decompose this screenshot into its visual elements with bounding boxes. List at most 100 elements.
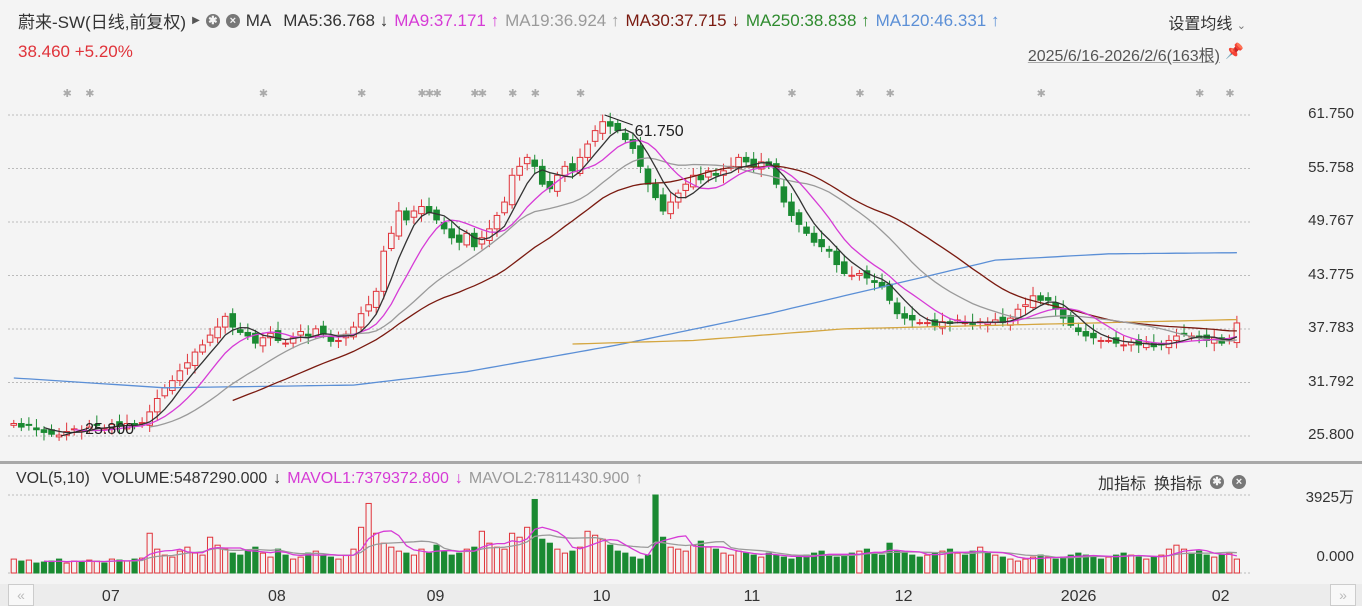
volume-bar: [425, 552, 433, 574]
candle-body: [1022, 304, 1029, 308]
event-marker-icon: ✱: [425, 88, 434, 100]
volume-bar: [71, 560, 78, 574]
volume-bar: [780, 556, 787, 574]
candle-body: [622, 132, 629, 141]
candle-body: [199, 344, 206, 353]
set-ma-button[interactable]: 设置均线 ⌄: [1168, 10, 1246, 34]
volume-bar: [569, 550, 576, 574]
volume-bar: [637, 558, 644, 574]
low-label: 25.800: [85, 421, 134, 438]
volume-bar: [154, 548, 161, 574]
volume-bar: [1203, 554, 1210, 574]
gear-icon[interactable]: ✱: [1210, 475, 1224, 489]
volume-bar: [1067, 554, 1074, 574]
volume-bar: [123, 560, 131, 574]
volume-bar: [108, 558, 116, 574]
ma-values: MA5:36.768 ↓ MA9:37.171 ↑ MA19:36.924 ↑ MA3…: [283, 11, 1003, 31]
candle-body: [146, 411, 153, 426]
volume-arrow: ↓: [273, 470, 282, 487]
mavol1-value: MAVOL1:7379372.800: [287, 470, 449, 487]
volume-bar: [305, 552, 312, 574]
volume-bar: [795, 556, 803, 574]
volume-bar: [1082, 554, 1089, 574]
volume-bar: [1226, 552, 1233, 574]
mavol1-arrow: ↓: [454, 470, 463, 487]
volume-value: VOLUME:5487290.000: [101, 470, 268, 487]
play-triangle-icon[interactable]: ▶: [192, 15, 200, 26]
volume-bar: [116, 559, 123, 574]
volume-bar: [463, 548, 470, 574]
close-icon[interactable]: ×: [1232, 475, 1246, 489]
add-indicator-button[interactable]: 加指标: [1097, 476, 1146, 493]
volume-bar: [267, 556, 274, 574]
time-tick: 09: [426, 588, 445, 605]
event-marker-icon: ✱: [85, 88, 94, 100]
volume-bar: [1211, 556, 1218, 574]
candle-body: [297, 331, 304, 336]
candle-body: [440, 222, 448, 230]
candle-body: [682, 183, 690, 191]
volume-bar: [546, 542, 553, 574]
volume-bar: [652, 494, 659, 574]
candle-body: [350, 326, 357, 338]
high-arrow: [604, 114, 633, 126]
candle-body: [1059, 308, 1067, 319]
candle-body: [516, 165, 523, 176]
candle-body: [327, 336, 335, 342]
volume-bar: [388, 546, 395, 574]
close-icon[interactable]: ×: [225, 13, 240, 28]
candle-body: [206, 334, 214, 343]
volume-bar: [244, 550, 251, 574]
candle-body: [908, 314, 916, 321]
pin-icon[interactable]: 📌: [1225, 43, 1244, 60]
volume-bar: [675, 548, 682, 574]
candle-body: [455, 234, 463, 243]
ma-item: MA250:38.838 ↑: [745, 10, 870, 30]
volume-bar: [441, 550, 448, 574]
volume-bar: [1105, 556, 1112, 574]
volume-bar: [599, 538, 606, 574]
volume-bar: [584, 530, 591, 574]
volume-bar: [1007, 558, 1014, 574]
volume-bar: [516, 536, 523, 574]
candle-body: [523, 156, 531, 165]
event-marker-icon: ✱: [259, 88, 268, 100]
candle-body: [773, 163, 780, 185]
volume-bar: [335, 558, 342, 574]
candle-body: [1097, 339, 1105, 342]
volume-bar: [735, 550, 742, 574]
volume-bar: [93, 560, 100, 574]
volume-bar: [1014, 560, 1022, 574]
candle-body: [493, 214, 501, 230]
volume-bar: [501, 548, 508, 574]
candle-body: [916, 322, 924, 325]
candle-body: [591, 130, 599, 142]
candle-body: [939, 321, 946, 329]
volume-bar: [561, 552, 569, 574]
volume-bar: [788, 558, 795, 574]
gear-icon[interactable]: ✱: [205, 13, 220, 28]
switch-indicator-button[interactable]: 换指标: [1153, 476, 1202, 493]
candle-body: [644, 168, 652, 185]
scroll-right-button[interactable]: »: [1330, 584, 1356, 606]
volume-bar: [1196, 550, 1203, 574]
candle-body: [893, 302, 901, 315]
date-range[interactable]: 2025/6/16-2026/2/6(163根): [1027, 48, 1220, 65]
candle-body: [1082, 331, 1090, 337]
volume-header: VOL(5,10) VOLUME:5487290.000 ↓ MAVOL1:73…: [16, 470, 643, 488]
volume-bar: [86, 559, 93, 574]
volume-bar: [1022, 558, 1029, 574]
volume-bar: [863, 548, 871, 574]
volume-bar: [380, 542, 387, 574]
stock-title[interactable]: 蔚来-SW(日线,前复权): [18, 13, 187, 32]
event-marker-icon: ✱: [433, 88, 442, 100]
volume-bar: [101, 562, 108, 574]
ma-item: MA9:37.171 ↑: [394, 10, 500, 30]
candle-body: [418, 206, 425, 215]
volume-bar: [886, 542, 893, 574]
candle-body: [478, 237, 486, 245]
panel-divider[interactable]: [0, 461, 1362, 464]
volume-bar: [1218, 554, 1225, 574]
scroll-left-button[interactable]: «: [8, 584, 34, 606]
